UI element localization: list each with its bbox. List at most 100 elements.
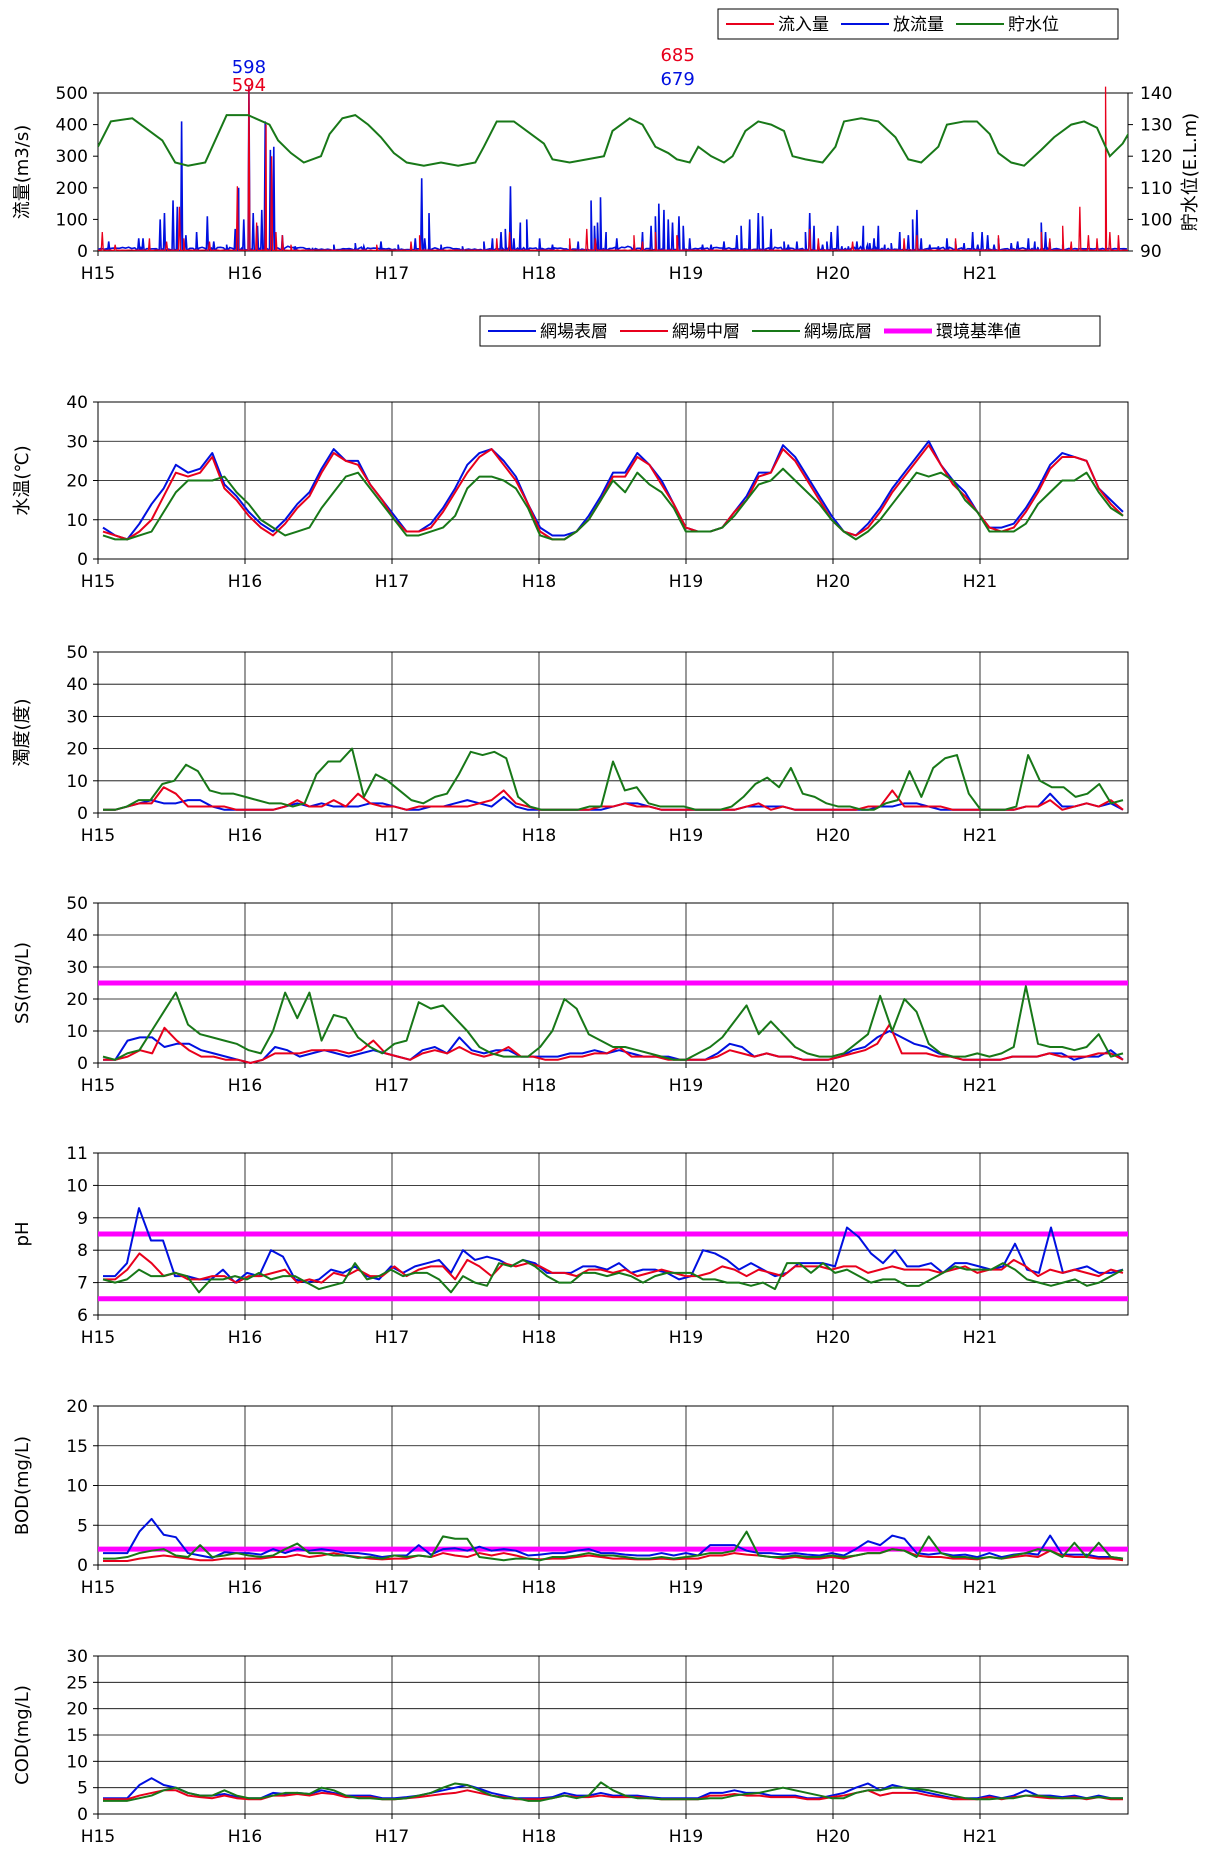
annotation-label: 598 <box>232 57 266 78</box>
y-axis-title: 流量(m3/s) <box>12 125 33 219</box>
y-tick-label: 20 <box>66 990 88 1010</box>
x-tick-label: H20 <box>816 1578 850 1598</box>
y-tick-label: 15 <box>66 1726 88 1746</box>
y-tick-label: 100 <box>56 210 88 230</box>
y-tick-label: 7 <box>77 1274 88 1294</box>
legend-flow: 流入量 放流量 貯水位 <box>717 8 1119 40</box>
x-tick-label: H15 <box>81 264 115 284</box>
y-tick-label: 10 <box>66 511 88 531</box>
y2-tick-label: 90 <box>1140 242 1162 262</box>
x-tick-label: H21 <box>963 572 997 592</box>
annotation-label: 679 <box>660 69 694 90</box>
legend-quality: 網場表層 網場中層 網場底層 環境基準値 <box>479 315 1101 347</box>
y-tick-label: 0 <box>77 550 88 570</box>
x-tick-label: H15 <box>81 572 115 592</box>
x-tick-label: H21 <box>963 1076 997 1096</box>
chart-2 <box>93 651 1129 818</box>
plot-area <box>97 651 1129 814</box>
legend-flow-label: 流入量 <box>778 15 829 35</box>
x-tick-label: H19 <box>669 1827 703 1847</box>
y-tick-label: 0 <box>77 1556 88 1576</box>
y-tick-label: 20 <box>66 472 88 492</box>
y-tick-label: 10 <box>66 1176 88 1196</box>
y-tick-label: 0 <box>77 1805 88 1825</box>
annotation-label: 685 <box>660 45 694 66</box>
series-line-bottom <box>102 467 1124 541</box>
chart-0 <box>93 86 1133 256</box>
x-tick-label: H17 <box>375 1827 409 1847</box>
chart-5 <box>93 1405 1129 1570</box>
series-line-inflow <box>98 86 1128 251</box>
y-tick-label: 10 <box>66 1022 88 1042</box>
y2-axis-title: 貯水位(E.L.m) <box>1180 113 1201 231</box>
y-tick-label: 200 <box>56 179 88 199</box>
x-tick-label: H21 <box>963 264 997 284</box>
legend-quality-label: 網場底層 <box>804 322 872 342</box>
y-tick-label: 10 <box>66 772 88 792</box>
y-tick-label: 0 <box>77 804 88 824</box>
x-tick-label: H20 <box>816 572 850 592</box>
y-tick-label: 9 <box>77 1209 88 1229</box>
annotation-label: 594 <box>232 75 266 96</box>
x-tick-label: H19 <box>669 572 703 592</box>
x-tick-label: H21 <box>963 826 997 846</box>
chart-4 <box>93 1152 1129 1320</box>
series-line-middle <box>103 1252 1124 1284</box>
y-tick-label: 40 <box>66 675 88 695</box>
x-tick-label: H20 <box>816 1076 850 1096</box>
legend-flow-label: 貯水位 <box>1008 15 1059 35</box>
y-axis-title: pH <box>12 1222 33 1247</box>
y-tick-label: 20 <box>66 740 88 760</box>
legend-quality-label: 網場中層 <box>672 322 740 342</box>
y-tick-label: 40 <box>66 393 88 413</box>
y2-tick-label: 130 <box>1140 116 1172 136</box>
y-axis-title: SS(mg/L) <box>12 942 33 1024</box>
y-tick-label: 5 <box>77 1779 88 1799</box>
x-tick-label: H20 <box>816 826 850 846</box>
y-tick-label: 50 <box>66 643 88 663</box>
x-tick-label: H19 <box>669 826 703 846</box>
x-tick-label: H20 <box>816 1328 850 1348</box>
series-line-middle <box>103 786 1124 811</box>
y-tick-label: 30 <box>66 432 88 452</box>
x-tick-label: H18 <box>522 1328 556 1348</box>
series-line-storage <box>98 114 1128 167</box>
y-tick-label: 0 <box>77 1054 88 1074</box>
x-tick-label: H17 <box>375 1076 409 1096</box>
series-line-surface <box>103 1777 1123 1800</box>
x-tick-label: H15 <box>81 1328 115 1348</box>
x-tick-label: H19 <box>669 264 703 284</box>
y-tick-label: 15 <box>66 1437 88 1457</box>
x-tick-label: H21 <box>963 1328 997 1348</box>
x-tick-label: H19 <box>669 1076 703 1096</box>
series-line-surface <box>103 1517 1124 1560</box>
x-tick-label: H18 <box>522 826 556 846</box>
x-tick-label: H16 <box>228 826 262 846</box>
y-tick-label: 5 <box>77 1516 88 1536</box>
x-tick-label: H18 <box>522 1827 556 1847</box>
y-tick-label: 40 <box>66 926 88 946</box>
x-tick-label: H15 <box>81 1076 115 1096</box>
series-line-bottom <box>103 1781 1123 1802</box>
y-tick-label: 30 <box>66 707 88 727</box>
legend-flow-frame <box>717 8 1119 40</box>
chart-3 <box>93 902 1129 1068</box>
y-tick-label: 30 <box>66 1647 88 1667</box>
series-line-middle <box>103 1548 1124 1563</box>
x-tick-label: H19 <box>669 1328 703 1348</box>
x-tick-label: H21 <box>963 1578 997 1598</box>
series-line-bottom <box>102 985 1124 1061</box>
y-tick-label: 10 <box>66 1752 88 1772</box>
y-tick-label: 400 <box>56 116 88 136</box>
y2-tick-label: 100 <box>1140 210 1172 230</box>
x-tick-label: H16 <box>228 1076 262 1096</box>
y-tick-label: 50 <box>66 894 88 914</box>
y2-tick-label: 110 <box>1140 179 1172 199</box>
x-tick-label: H18 <box>522 1578 556 1598</box>
y-axis-title: COD(mg/L) <box>12 1685 33 1785</box>
y-tick-label: 500 <box>56 84 88 104</box>
y-tick-label: 10 <box>66 1477 88 1497</box>
legend-quality-label: 環境基準値 <box>936 322 1021 342</box>
